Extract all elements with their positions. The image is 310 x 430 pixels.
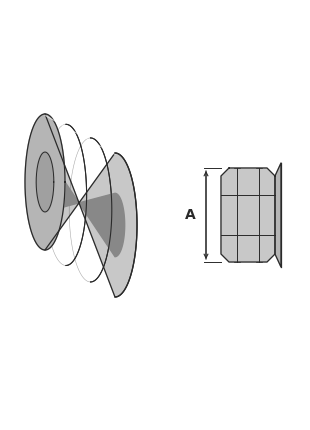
Polygon shape bbox=[45, 152, 125, 257]
Text: A: A bbox=[185, 208, 195, 222]
Polygon shape bbox=[36, 152, 54, 212]
Polygon shape bbox=[25, 114, 65, 250]
Polygon shape bbox=[45, 114, 137, 297]
Polygon shape bbox=[221, 168, 275, 262]
Polygon shape bbox=[275, 163, 281, 267]
Polygon shape bbox=[36, 152, 54, 212]
